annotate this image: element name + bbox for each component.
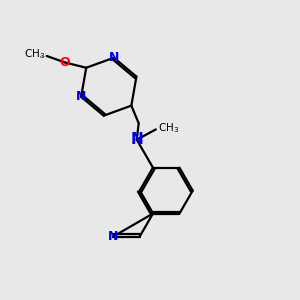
Text: O: O: [60, 56, 70, 69]
Text: methoxy: methoxy: [40, 56, 46, 57]
Text: N: N: [130, 132, 143, 147]
Text: N: N: [109, 51, 119, 64]
Text: N: N: [76, 90, 86, 103]
Text: N: N: [108, 230, 119, 243]
Text: CH$_3$: CH$_3$: [24, 48, 45, 62]
Text: CH$_3$: CH$_3$: [158, 121, 179, 135]
